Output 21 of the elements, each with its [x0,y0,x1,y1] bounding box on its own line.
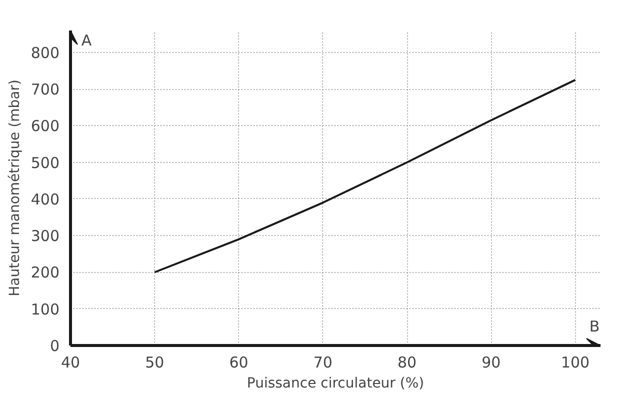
y-axis-title: Hauteur manométrique (mbar) [6,80,23,296]
y-tick-label: 400 [30,190,60,208]
x-tick-label: 40 [60,354,80,372]
y-tick-label: 600 [30,117,60,136]
line-series [154,78,576,274]
annotation: A [81,32,92,50]
y-tick-label: 300 [30,227,60,246]
y-tick-label: 500 [30,154,60,172]
x-tick-label: 60 [229,354,248,372]
x-tick-label: 90 [482,354,501,372]
y-tick-label: 200 [30,264,60,282]
y-tick-label: 100 [30,300,60,318]
x-tick-label: 80 [397,354,417,372]
y-tick-label: 800 [30,44,60,62]
y-tick-label: 700 [30,80,60,99]
x-tick-label: 70 [313,354,332,372]
x-axis-title: Puissance circulateur (%) [246,376,424,392]
y-tick-label: 0 [50,337,60,355]
x-tick-label: 100 [560,354,590,372]
x-tick-label: 50 [145,354,164,372]
annotation: B [589,318,600,336]
